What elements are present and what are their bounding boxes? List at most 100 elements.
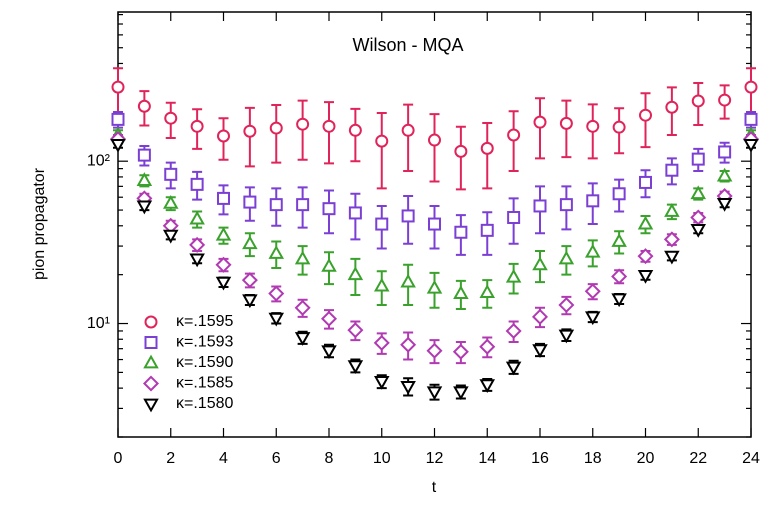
marker xyxy=(136,172,153,186)
marker xyxy=(320,310,338,327)
marker xyxy=(215,226,232,241)
marker xyxy=(664,203,680,217)
marker xyxy=(452,343,469,360)
x-tick-label: 2 xyxy=(166,450,175,467)
marker xyxy=(637,269,654,284)
marker xyxy=(321,345,337,360)
x-tick-label: 14 xyxy=(478,450,496,467)
legend-label: κ=.1590 xyxy=(176,354,233,371)
marker xyxy=(162,229,179,244)
marker xyxy=(428,217,441,231)
marker xyxy=(611,233,627,247)
marker xyxy=(268,285,285,302)
marker xyxy=(637,248,654,265)
marker xyxy=(611,268,628,285)
marker xyxy=(111,80,125,94)
marker xyxy=(217,191,230,205)
marker xyxy=(744,80,758,94)
marker xyxy=(426,386,443,401)
marker xyxy=(348,206,362,220)
marker xyxy=(215,256,232,273)
marker xyxy=(744,112,758,126)
marker xyxy=(243,124,257,138)
marker xyxy=(664,250,680,265)
error-bar xyxy=(482,121,493,190)
marker xyxy=(217,129,230,143)
x-tick-label: 20 xyxy=(637,450,655,467)
marker xyxy=(347,322,364,339)
marker xyxy=(111,112,125,126)
legend-marker xyxy=(142,375,160,392)
marker xyxy=(637,215,654,230)
legend-label: κ=.1580 xyxy=(176,395,233,412)
marker xyxy=(401,209,415,223)
marker xyxy=(532,344,548,359)
marker xyxy=(586,194,600,208)
error-bar xyxy=(455,125,466,191)
marker xyxy=(584,311,601,326)
marker xyxy=(559,116,573,130)
marker xyxy=(533,115,547,129)
marker xyxy=(110,138,126,153)
marker xyxy=(639,108,652,122)
marker xyxy=(348,123,362,137)
marker xyxy=(215,276,232,291)
marker xyxy=(691,152,705,166)
legend-label: κ=.1585 xyxy=(176,375,233,392)
marker xyxy=(453,285,469,299)
y-axis-label: pion propagator xyxy=(31,167,48,280)
legend-marker xyxy=(143,398,159,413)
marker xyxy=(505,361,522,376)
y-tick-label: 10² xyxy=(87,152,111,169)
marker xyxy=(665,163,679,177)
marker xyxy=(400,273,416,288)
marker xyxy=(531,308,549,325)
marker xyxy=(321,258,337,272)
x-tick-label: 24 xyxy=(742,450,760,467)
marker xyxy=(164,111,178,125)
marker xyxy=(558,250,575,265)
marker xyxy=(584,283,601,300)
marker xyxy=(454,144,468,158)
x-tick-label: 12 xyxy=(426,450,444,467)
y-tick-label: 10¹ xyxy=(87,315,110,332)
marker xyxy=(716,197,733,212)
marker xyxy=(716,167,733,182)
error-bar xyxy=(376,112,387,190)
marker xyxy=(294,250,311,265)
marker xyxy=(241,272,258,289)
x-tick-label: 8 xyxy=(325,450,334,467)
marker xyxy=(189,236,206,253)
marker xyxy=(479,379,496,394)
legend-marker xyxy=(144,315,158,329)
marker xyxy=(507,128,521,142)
marker xyxy=(373,334,390,351)
marker xyxy=(375,217,389,231)
marker xyxy=(268,312,285,327)
marker xyxy=(612,187,626,201)
legend-label: κ=.1593 xyxy=(176,334,233,351)
x-tick-label: 10 xyxy=(373,450,391,467)
marker xyxy=(559,198,573,212)
legend-marker xyxy=(144,336,158,349)
marker xyxy=(190,119,204,133)
marker xyxy=(665,100,679,114)
marker xyxy=(137,148,151,162)
marker xyxy=(505,268,522,283)
marker xyxy=(663,231,680,248)
marker xyxy=(294,299,311,316)
marker xyxy=(347,266,364,281)
marker xyxy=(190,177,204,191)
marker xyxy=(611,293,627,308)
x-tick-label: 16 xyxy=(531,450,549,467)
marker xyxy=(296,117,310,131)
marker xyxy=(690,224,707,238)
legend-label: κ=.1595 xyxy=(176,313,233,330)
marker xyxy=(453,386,469,401)
chart-title: Wilson - MQA xyxy=(352,35,463,55)
marker xyxy=(373,277,390,292)
marker xyxy=(584,243,601,258)
marker xyxy=(690,185,707,200)
error-bar xyxy=(403,103,414,173)
x-tick-label: 22 xyxy=(689,450,707,467)
